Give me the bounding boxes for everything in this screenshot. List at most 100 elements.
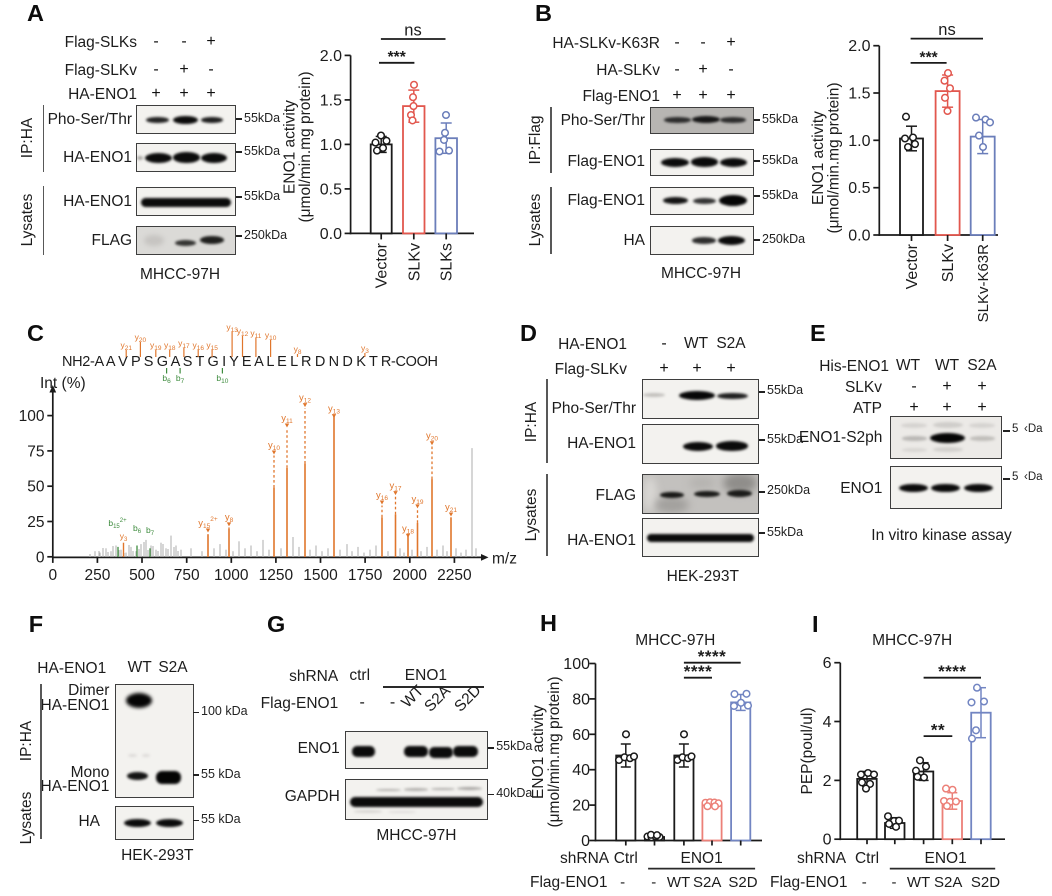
svg-text:(μmol/min.mg protein): (μmol/min.mg protein) xyxy=(826,82,843,233)
svg-text:S2A: S2A xyxy=(693,874,721,891)
svg-text:SLKv: SLKv xyxy=(940,244,957,282)
svg-text:y17: y17 xyxy=(390,481,402,493)
svg-text:20: 20 xyxy=(572,798,590,815)
svg-text:b152+: b152+ xyxy=(108,518,127,530)
svg-text:y13: y13 xyxy=(226,322,238,334)
svg-text:S2A: S2A xyxy=(934,874,962,891)
svg-text:Flag-ENO1: Flag-ENO1 xyxy=(770,874,848,891)
svg-text:0: 0 xyxy=(48,567,57,584)
svg-text:m/z: m/z xyxy=(492,551,517,568)
svg-text:80: 80 xyxy=(572,691,590,708)
svg-text:Int (%): Int (%) xyxy=(40,375,86,392)
svg-text:2.0: 2.0 xyxy=(848,38,870,55)
svg-text:ENO1 activity: ENO1 activity xyxy=(282,100,299,194)
svg-text:1.0: 1.0 xyxy=(848,133,870,150)
svg-text:1.0: 1.0 xyxy=(320,137,342,154)
svg-text:y21: y21 xyxy=(120,340,132,352)
svg-text:y3: y3 xyxy=(361,343,369,355)
svg-text:WT: WT xyxy=(667,874,690,891)
svg-text:1750: 1750 xyxy=(348,567,383,584)
svg-text:y19: y19 xyxy=(150,340,162,352)
svg-text:NH2-A A V P S G A S T G I Y E: NH2-A A V P S G A S T G I Y E A L E L R … xyxy=(62,354,438,370)
svg-text:250: 250 xyxy=(84,567,110,584)
svg-text:SLKs: SLKs xyxy=(439,243,456,281)
svg-text:y152+: y152+ xyxy=(198,516,218,530)
svg-text:****: **** xyxy=(684,662,712,681)
svg-text:y21: y21 xyxy=(445,502,457,514)
svg-text:b7: b7 xyxy=(176,373,185,385)
svg-text:***: *** xyxy=(388,49,407,66)
svg-text:Flag-ENO1: Flag-ENO1 xyxy=(530,874,608,891)
svg-text:Ctrl: Ctrl xyxy=(855,850,879,867)
svg-text:y19: y19 xyxy=(412,494,424,506)
svg-text:****: **** xyxy=(938,662,966,681)
svg-text:b10: b10 xyxy=(216,373,228,385)
svg-text:**: ** xyxy=(931,720,945,739)
svg-text:1.5: 1.5 xyxy=(848,86,870,103)
svg-text:-: - xyxy=(862,874,867,891)
svg-text:0.5: 0.5 xyxy=(320,181,342,198)
svg-text:75: 75 xyxy=(27,443,44,460)
svg-text:1000: 1000 xyxy=(214,567,249,584)
svg-text:y17: y17 xyxy=(178,338,190,350)
svg-text:y8: y8 xyxy=(225,512,234,524)
svg-text:y15: y15 xyxy=(206,340,218,352)
svg-text:S2D: S2D xyxy=(971,874,1000,891)
svg-text:Vector: Vector xyxy=(904,243,921,289)
svg-text:b6: b6 xyxy=(162,373,171,385)
svg-text:ns: ns xyxy=(938,21,955,39)
svg-text:PEP(poul/ul): PEP(poul/ul) xyxy=(799,707,816,794)
svg-text:25: 25 xyxy=(27,514,44,531)
svg-text:MHCC-97H: MHCC-97H xyxy=(872,632,952,649)
svg-text:y10: y10 xyxy=(265,330,277,342)
svg-text:1.5: 1.5 xyxy=(320,92,342,109)
svg-text:0.0: 0.0 xyxy=(848,228,870,245)
svg-text:y3: y3 xyxy=(120,531,128,543)
svg-text:2: 2 xyxy=(823,773,832,790)
svg-text:100: 100 xyxy=(19,408,45,425)
svg-text:-: - xyxy=(651,874,656,891)
svg-text:WT: WT xyxy=(907,874,930,891)
svg-text:2000: 2000 xyxy=(393,567,428,584)
svg-text:4: 4 xyxy=(823,714,832,731)
svg-text:y12: y12 xyxy=(237,326,249,338)
svg-text:(μmol/min.mg protein): (μmol/min.mg protein) xyxy=(297,71,314,222)
svg-text:y12: y12 xyxy=(299,393,311,405)
svg-text:6: 6 xyxy=(823,655,832,672)
svg-text:y16: y16 xyxy=(376,490,388,502)
svg-text:y11: y11 xyxy=(281,413,293,425)
svg-text:40: 40 xyxy=(572,762,590,779)
svg-text:y20: y20 xyxy=(135,332,147,344)
svg-text:0.0: 0.0 xyxy=(320,226,342,243)
svg-text:shRNA: shRNA xyxy=(560,850,610,867)
svg-text:b6: b6 xyxy=(133,523,142,535)
svg-text:y11: y11 xyxy=(250,328,261,340)
svg-text:50: 50 xyxy=(27,479,45,496)
svg-text:ns: ns xyxy=(404,22,421,40)
svg-text:y8: y8 xyxy=(294,344,302,356)
svg-text:ENO1: ENO1 xyxy=(924,850,966,867)
svg-text:y18: y18 xyxy=(402,523,414,535)
svg-text:0: 0 xyxy=(823,832,832,849)
svg-text:y16: y16 xyxy=(192,340,204,352)
svg-text:-: - xyxy=(892,874,897,891)
svg-text:y10: y10 xyxy=(268,440,280,452)
svg-text:2250: 2250 xyxy=(437,567,472,584)
svg-text:2.0: 2.0 xyxy=(320,48,342,65)
svg-text:shRNA: shRNA xyxy=(797,850,847,867)
svg-text:0: 0 xyxy=(581,833,590,850)
svg-text:SLKv: SLKv xyxy=(406,243,423,281)
svg-text:0: 0 xyxy=(36,549,45,566)
svg-text:b7: b7 xyxy=(146,525,155,537)
svg-text:Ctrl: Ctrl xyxy=(614,850,638,867)
svg-text:y20: y20 xyxy=(426,431,438,443)
svg-text:500: 500 xyxy=(129,567,155,584)
svg-text:ENO1 activity: ENO1 activity xyxy=(810,111,827,205)
svg-text:100: 100 xyxy=(563,656,590,673)
svg-text:S2D: S2D xyxy=(728,874,757,891)
svg-text:MHCC-97H: MHCC-97H xyxy=(635,632,715,649)
svg-text:0.5: 0.5 xyxy=(848,180,870,197)
svg-text:750: 750 xyxy=(174,567,200,584)
svg-text:****: **** xyxy=(698,647,726,666)
svg-text:1250: 1250 xyxy=(259,567,294,584)
